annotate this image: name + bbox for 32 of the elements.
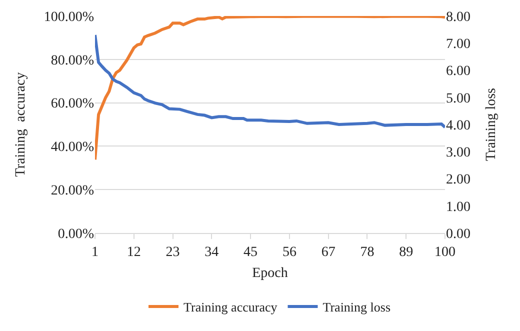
- line-series: [95, 33, 445, 129]
- y-tick-label: 40.00%: [50, 140, 94, 156]
- x-tick-label: 67: [321, 244, 336, 260]
- y2-tick-label: 8.00: [446, 10, 470, 25]
- y2-axis-title: Training loss: [484, 88, 499, 162]
- x-tick-label: 23: [166, 244, 180, 260]
- y-tick-label: 60.00%: [50, 96, 94, 112]
- x-tick-label: 45: [244, 244, 258, 260]
- line-series: [95, 16, 445, 162]
- x-tick-label: 89: [399, 244, 414, 260]
- y-axis-title: Training accuracy: [13, 72, 28, 177]
- y-tick-label: 100.00%: [44, 10, 94, 25]
- x-tick-label: 12: [126, 244, 141, 260]
- y-tick-label: 0.00%: [58, 226, 94, 242]
- y2-tick-label: 1.00: [446, 200, 470, 215]
- x-tick-label: 1: [92, 244, 98, 260]
- x-tick-label: 78: [360, 244, 374, 260]
- legend-label: Training loss: [322, 300, 391, 315]
- x-tick-label: 56: [282, 244, 296, 260]
- x-axis-title: Epoch: [252, 266, 288, 282]
- y2-tick-label: 0.00: [446, 226, 470, 242]
- y-tick-label: 80.00%: [50, 53, 94, 68]
- y2-tick-label: 7.00: [446, 37, 470, 52]
- y2-tick-label: 6.00: [446, 64, 470, 80]
- legend-label: Training accuracy: [184, 300, 278, 315]
- y-tick-label: 20.00%: [50, 184, 94, 198]
- y2-tick-label: 2.00: [446, 172, 470, 188]
- y2-tick-label: 3.00: [446, 146, 470, 161]
- x-tick-label: 100: [434, 244, 456, 260]
- y2-tick-label: 5.00: [446, 91, 470, 106]
- y2-tick-label: 4.00: [446, 118, 470, 134]
- x-tick-label: 34: [204, 244, 219, 260]
